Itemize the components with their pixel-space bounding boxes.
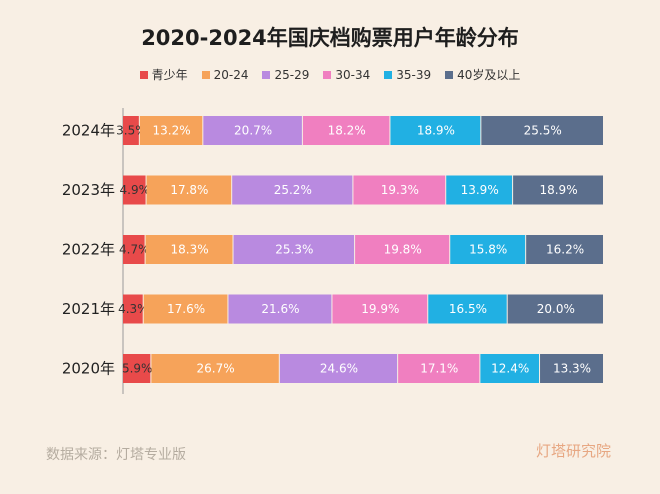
data-label-4-4: 12.4% bbox=[491, 362, 529, 376]
bar-segment-3-3 bbox=[332, 294, 428, 324]
bar-segment-2-2 bbox=[233, 235, 355, 264]
data-label-4-5: 13.3% bbox=[553, 362, 591, 376]
data-label-1-2: 25.2% bbox=[274, 183, 312, 197]
data-label-4-1: 26.7% bbox=[197, 362, 235, 376]
bar-segment-0-3 bbox=[302, 116, 390, 145]
chart-title: 2020-2024年国庆档购票用户年龄分布 bbox=[141, 26, 519, 50]
category-label-2: 2022年 bbox=[62, 241, 115, 259]
bar-segment-0-5 bbox=[481, 116, 603, 145]
bar-segment-3-5 bbox=[507, 294, 603, 324]
bar-segment-2-1 bbox=[145, 235, 233, 264]
bar-segment-4-5 bbox=[540, 354, 603, 383]
data-label-2-0: 4.7% bbox=[119, 243, 150, 257]
bar-segment-0-1 bbox=[139, 116, 203, 145]
data-label-3-1: 17.6% bbox=[167, 302, 205, 316]
data-label-4-2: 24.6% bbox=[320, 362, 358, 376]
legend-item-5: 40岁及以上 bbox=[445, 66, 520, 83]
data-label-3-5: 20.0% bbox=[537, 302, 575, 316]
bar-segment-2-3 bbox=[355, 235, 450, 264]
bar-segment-2-4 bbox=[450, 235, 526, 264]
data-label-0-3: 18.2% bbox=[328, 124, 366, 138]
legend-swatch-1 bbox=[201, 70, 210, 79]
bar-segment-3-1 bbox=[143, 294, 228, 324]
bar-segment-1-4 bbox=[446, 175, 513, 205]
bar-segment-0-4 bbox=[390, 116, 481, 145]
data-label-2-3: 19.8% bbox=[384, 243, 422, 257]
bar-segment-0-0 bbox=[123, 116, 139, 145]
data-label-0-0: 3.5% bbox=[116, 124, 147, 138]
data-label-0-5: 25.5% bbox=[524, 124, 562, 138]
legend-label-0: 青少年 bbox=[151, 68, 188, 82]
legend-item-4: 35-39 bbox=[384, 66, 431, 83]
category-label-0: 2024年 bbox=[62, 122, 115, 140]
data-label-0-2: 20.7% bbox=[234, 124, 272, 138]
brand-logo: 灯塔研究院 bbox=[536, 442, 612, 460]
data-label-1-3: 19.3% bbox=[381, 183, 419, 197]
source-note: 数据来源：灯塔专业版 bbox=[46, 447, 186, 463]
bar-segment-4-0 bbox=[123, 354, 151, 383]
legend-swatch-3 bbox=[323, 70, 332, 79]
bar-segment-2-0 bbox=[123, 235, 145, 264]
legend-label-3: 30-34 bbox=[335, 67, 371, 82]
bar-segment-4-1 bbox=[151, 354, 279, 383]
data-label-2-5: 16.2% bbox=[546, 243, 584, 257]
bar-segment-1-2 bbox=[232, 175, 353, 205]
legend-item-1: 20-24 bbox=[201, 66, 249, 83]
bar-segment-1-3 bbox=[353, 175, 446, 205]
legend-label-2: 25-29 bbox=[274, 67, 310, 82]
data-label-3-0: 4.3% bbox=[118, 302, 149, 316]
category-label-1: 2023年 bbox=[62, 181, 115, 199]
legend-swatch-4 bbox=[384, 70, 393, 79]
bar-segment-1-0 bbox=[123, 175, 146, 205]
data-label-2-2: 25.3% bbox=[275, 243, 313, 257]
legend-item-2: 25-29 bbox=[262, 66, 309, 83]
data-label-2-1: 18.3% bbox=[170, 243, 208, 257]
legend-label-5: 40岁及以上 bbox=[457, 68, 521, 82]
bar-segment-1-5 bbox=[513, 175, 603, 205]
legend-swatch-2 bbox=[262, 70, 271, 79]
data-label-0-4: 18.9% bbox=[417, 124, 455, 138]
data-label-1-0: 4.9% bbox=[120, 183, 151, 197]
data-label-3-2: 21.6% bbox=[261, 302, 299, 316]
data-label-1-4: 13.9% bbox=[461, 183, 499, 197]
data-label-3-3: 19.9% bbox=[361, 302, 399, 316]
data-label-1-5: 18.9% bbox=[539, 183, 577, 197]
bar-segment-0-2 bbox=[203, 116, 302, 145]
bar-segment-3-0 bbox=[123, 294, 143, 324]
data-label-0-1: 13.2% bbox=[153, 124, 191, 138]
bar-segment-3-4 bbox=[428, 294, 507, 324]
legend-swatch-5 bbox=[445, 70, 454, 79]
bar-segment-1-1 bbox=[146, 175, 232, 205]
legend-label-4: 35-39 bbox=[396, 67, 432, 82]
legend-label-1: 20-24 bbox=[213, 67, 249, 82]
bar-segment-4-4 bbox=[480, 354, 540, 383]
data-label-4-0: 5.9% bbox=[122, 362, 153, 376]
data-label-1-1: 17.8% bbox=[170, 183, 208, 197]
category-label-3: 2021年 bbox=[62, 300, 115, 318]
bar-segment-4-2 bbox=[279, 354, 398, 383]
bar-segment-4-3 bbox=[398, 354, 480, 383]
bar-segment-2-5 bbox=[526, 235, 603, 264]
legend: 青少年 20-24 25-29 30-34 35-39 40岁及以上 bbox=[0, 66, 660, 83]
legend-swatch-0 bbox=[139, 70, 148, 79]
data-label-2-4: 15.8% bbox=[469, 243, 507, 257]
data-label-3-4: 16.5% bbox=[449, 302, 487, 316]
data-label-4-3: 17.1% bbox=[420, 362, 458, 376]
category-label-4: 2020年 bbox=[62, 360, 115, 378]
legend-item-3: 30-34 bbox=[323, 66, 370, 83]
legend-item-0: 青少年 bbox=[139, 66, 188, 83]
bar-segment-3-2 bbox=[228, 294, 332, 324]
